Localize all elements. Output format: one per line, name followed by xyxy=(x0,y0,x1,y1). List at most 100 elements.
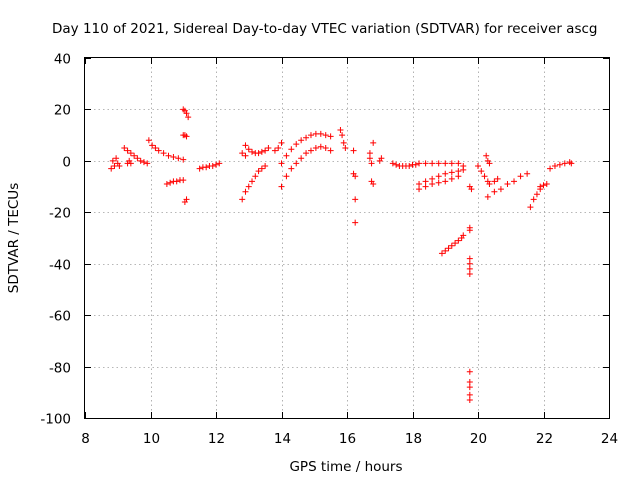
data-point xyxy=(307,132,314,139)
data-point xyxy=(337,127,344,133)
data-point xyxy=(412,161,419,168)
x-tick-label: 16 xyxy=(339,431,356,447)
series-arc-18 xyxy=(366,139,377,187)
data-point xyxy=(352,173,359,180)
data-point xyxy=(327,147,334,154)
data-point xyxy=(209,163,216,169)
y-tick-label: -40 xyxy=(49,258,71,274)
data-point xyxy=(497,186,504,193)
data-point xyxy=(339,132,346,139)
data-point xyxy=(527,204,534,211)
series-arc-23 xyxy=(416,173,462,193)
data-point xyxy=(322,145,329,151)
x-tick-label: 20 xyxy=(470,431,487,447)
series-arc-22 xyxy=(416,166,467,187)
data-point xyxy=(145,137,152,144)
data-point xyxy=(303,134,310,141)
data-point xyxy=(293,160,300,167)
data-points xyxy=(108,106,575,403)
data-point xyxy=(124,147,131,154)
series-arc-07 xyxy=(180,132,190,140)
series-arc-15 xyxy=(278,130,334,167)
data-point xyxy=(165,152,172,159)
data-point xyxy=(466,265,473,272)
data-point xyxy=(455,160,462,167)
data-point xyxy=(435,179,442,186)
data-point xyxy=(468,186,475,193)
data-point xyxy=(475,163,481,169)
data-point xyxy=(442,170,449,177)
data-point xyxy=(116,163,123,169)
data-point xyxy=(543,181,550,187)
data-point xyxy=(455,168,462,175)
data-point xyxy=(429,175,436,182)
data-point xyxy=(278,160,285,167)
data-point xyxy=(288,146,295,153)
series-arc-09 xyxy=(196,160,223,172)
data-point xyxy=(561,160,568,167)
data-point xyxy=(152,145,159,151)
data-point xyxy=(183,110,190,117)
data-point xyxy=(242,142,249,149)
data-point xyxy=(109,157,116,164)
data-point xyxy=(448,242,455,249)
x-tick-label: 8 xyxy=(81,431,90,447)
data-point xyxy=(547,165,554,172)
data-point xyxy=(466,271,473,277)
data-point xyxy=(258,165,265,172)
data-point xyxy=(448,169,455,176)
series-arc-27 xyxy=(475,163,493,187)
y-tick-label: -80 xyxy=(49,361,71,377)
data-point xyxy=(262,147,269,154)
x-tick-label: 22 xyxy=(536,431,553,447)
data-point xyxy=(517,173,524,180)
data-point xyxy=(368,160,375,167)
data-point xyxy=(121,145,128,151)
series-arc-10 xyxy=(239,163,269,203)
data-point xyxy=(155,147,162,154)
y-tick-label: -60 xyxy=(49,309,71,325)
data-point xyxy=(242,188,249,195)
data-point xyxy=(370,139,377,146)
data-point xyxy=(422,183,429,190)
data-point xyxy=(366,155,373,162)
data-point xyxy=(429,160,436,167)
series-arc-24 xyxy=(438,232,467,257)
data-point xyxy=(422,160,429,167)
x-tick-label: 10 xyxy=(143,431,160,447)
data-point xyxy=(533,191,540,198)
data-point xyxy=(491,188,498,195)
data-point xyxy=(466,391,473,398)
chart-title: Day 110 of 2021, Sidereal Day-to-day VTE… xyxy=(52,21,597,37)
data-point xyxy=(245,146,252,153)
series-arc-06 xyxy=(180,106,192,121)
data-point xyxy=(494,175,501,182)
series-arc-33 xyxy=(547,159,575,172)
data-point xyxy=(466,379,473,385)
data-point xyxy=(108,165,115,172)
data-point xyxy=(340,139,347,146)
data-point xyxy=(175,155,182,162)
data-point xyxy=(460,232,467,239)
series-arc-03 xyxy=(124,157,134,167)
data-point xyxy=(317,143,324,150)
series-arc-13 xyxy=(271,139,285,154)
data-point xyxy=(303,150,310,157)
data-point xyxy=(239,196,246,203)
y-tick-labels: -100 -80 -60 -40 -20 0 20 40 xyxy=(40,52,71,428)
data-point xyxy=(185,114,192,121)
series-arc-28 xyxy=(483,152,493,167)
data-point xyxy=(455,173,462,180)
data-point xyxy=(249,148,256,155)
data-point xyxy=(131,152,138,159)
x-tick-labels: 8 10 12 14 16 18 20 22 24 xyxy=(81,431,618,447)
data-point xyxy=(452,240,459,247)
data-point xyxy=(278,139,285,146)
data-point xyxy=(481,173,488,180)
series-arc-20 xyxy=(389,160,419,169)
data-point xyxy=(134,155,141,162)
data-point xyxy=(180,177,187,184)
data-point xyxy=(170,154,177,160)
series-arc-02 xyxy=(121,145,151,167)
